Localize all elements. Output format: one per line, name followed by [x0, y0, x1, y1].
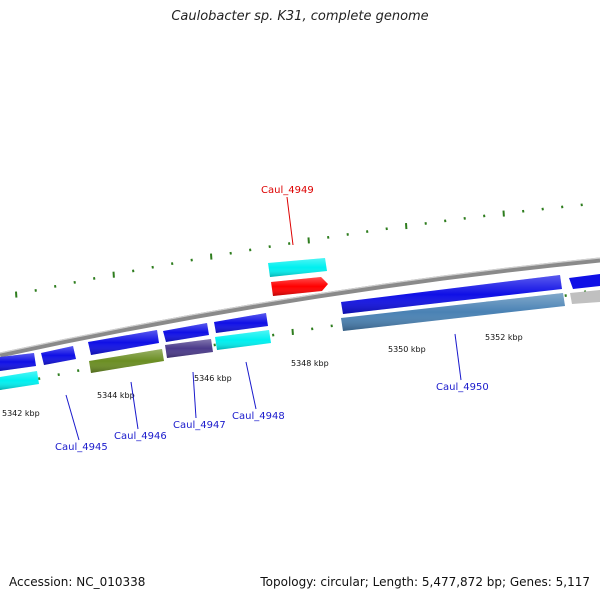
gene-track [0, 258, 600, 390]
tick-row-upper [15, 203, 583, 298]
gene-labels: Caul_4945 Caul_4946 Caul_4947 Caul_4948 … [55, 185, 489, 453]
kbp-label: 5350 kbp [388, 345, 426, 354]
kbp-scale-labels: 5342 kbp 5344 kbp 5346 kbp 5348 kbp 5350… [2, 333, 523, 418]
genome-backbone [0, 257, 600, 358]
kbp-label: 5348 kbp [291, 359, 329, 368]
gene-label-caul-4946[interactable]: Caul_4946 [114, 431, 167, 442]
map-title: Caulobacter sp. K31, complete genome [171, 9, 429, 24]
accession-text: Accession: NC_010338 [9, 575, 146, 589]
gene-label-leaders [65, 196, 462, 441]
gene-arrow-right-edge[interactable] [569, 274, 600, 289]
gene-label-caul-4945[interactable]: Caul_4945 [55, 442, 108, 453]
gene-label-caul-4950[interactable]: Caul_4950 [436, 382, 489, 393]
genome-summary-text: Topology: circular; Length: 5,477,872 bp… [260, 575, 590, 589]
gene-label-caul-4948[interactable]: Caul_4948 [232, 411, 285, 422]
gene-block-gray[interactable] [570, 290, 600, 304]
gene-label-caul-4949[interactable]: Caul_4949 [261, 185, 314, 196]
kbp-label: 5342 kbp [2, 409, 40, 418]
gene-label-caul-4947[interactable]: Caul_4947 [173, 420, 226, 431]
kbp-label: 5352 kbp [485, 333, 523, 342]
kbp-label: 5344 kbp [97, 391, 135, 400]
kbp-label: 5346 kbp [194, 374, 232, 383]
